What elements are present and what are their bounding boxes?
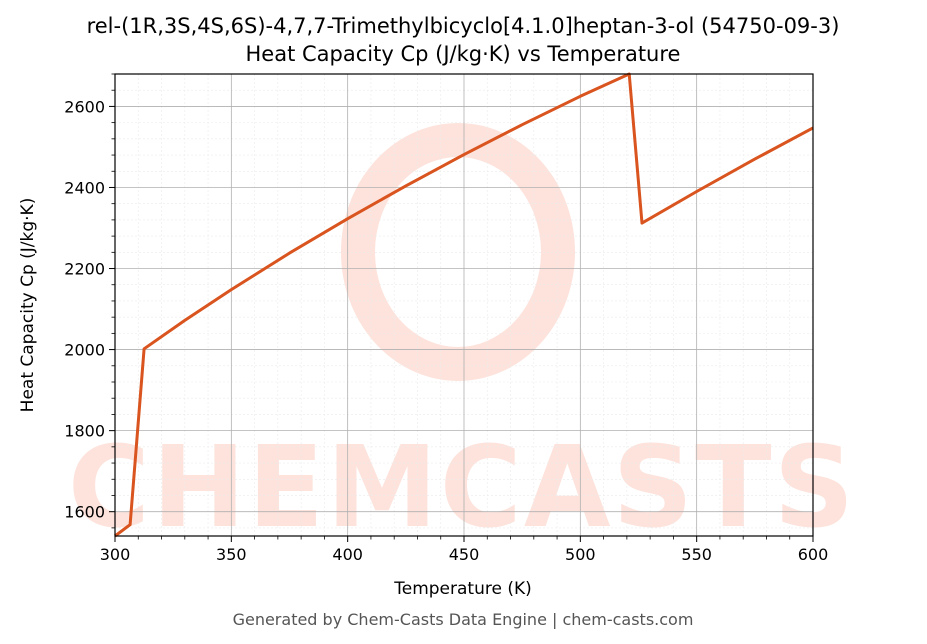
tick-layer: 300 350 400 450 500 550 600 1600 1800 2000 2200 240… [64,73,829,564]
y-tick-label: 2000 [64,341,105,360]
x-tick-label: 450 [449,545,480,564]
y-tick-label: 2200 [64,260,105,279]
x-tick-label: 500 [565,545,596,564]
series-layer [114,72,814,538]
x-tick-label: 350 [216,545,247,564]
series-line-0 [114,72,814,538]
watermark: CHEMCASTS [68,123,857,553]
y-axis-label: Heat Capacity Cp (J/kg·K) [18,198,38,413]
watermark-logo-ring [341,123,575,381]
y-tick-label: 1600 [64,503,105,522]
x-tick-label: 400 [332,545,363,564]
y-tick-label: 2400 [64,178,105,197]
chart-title: rel-(1R,3S,4S,6S)-4,7,7-Trimethylbicyclo… [87,14,840,38]
x-tick-label: 600 [798,545,829,564]
chart-subtitle: Heat Capacity Cp (J/kg·K) vs Temperature [246,42,681,66]
footer-text: Generated by Chem-Casts Data Engine | ch… [233,610,694,629]
x-tick-label: 300 [100,545,131,564]
x-tick-label: 550 [681,545,712,564]
watermark-text: CHEMCASTS [68,423,857,553]
y-tick-label: 2600 [64,97,105,116]
x-axis-label: Temperature (K) [393,579,532,599]
y-tick-label: 1800 [64,422,105,441]
